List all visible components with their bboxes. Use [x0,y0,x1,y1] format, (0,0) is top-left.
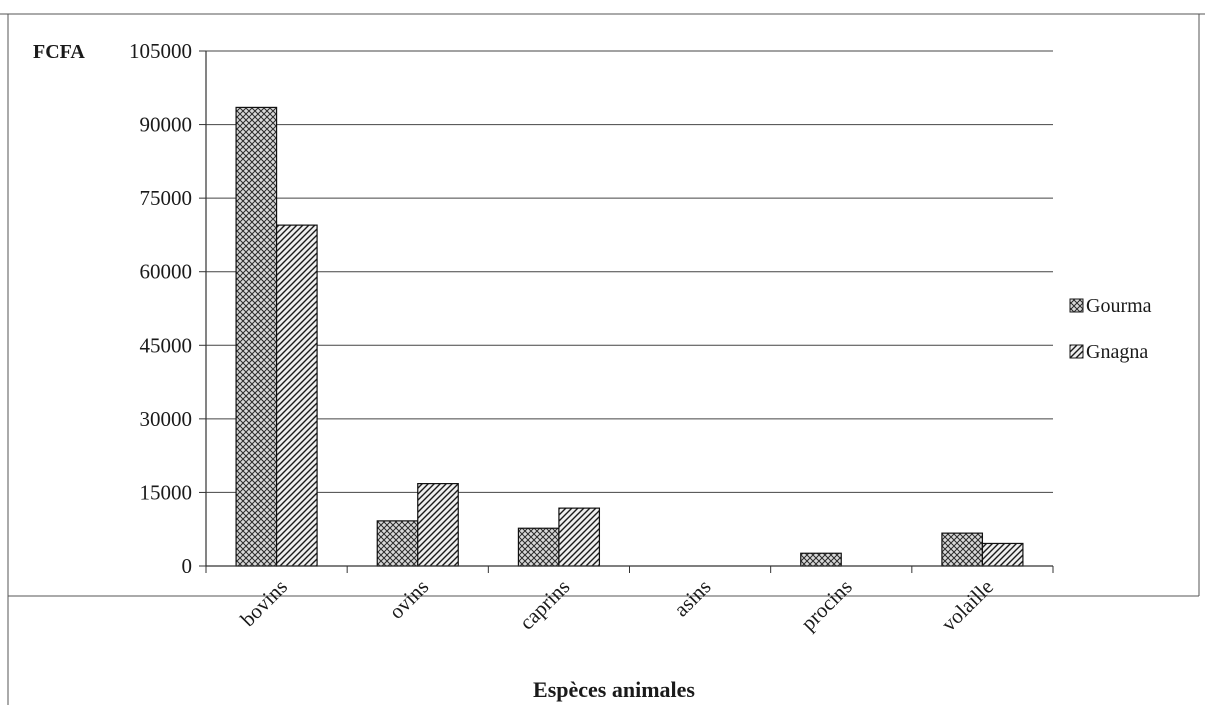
x-tick-label-ovins: ovins [384,575,433,624]
bar-gourma-bovins [235,106,278,567]
bar-gnagna-ovins [417,483,459,567]
y-tick-label: 45000 [140,333,193,357]
axes [199,50,1054,573]
y-tick-label: 0 [182,554,193,578]
y-tick-label: 60000 [140,260,193,284]
bar-gnagna-volaille [981,542,1024,567]
bar-gourma-ovins [376,520,419,567]
legend-swatch-gnagna [1069,344,1084,359]
x-tick-label-bovins: bovins [236,575,293,632]
x-tick-label-caprins: caprins [515,575,575,635]
y-tick-labels: 0 15000 30000 45000 60000 75000 90000 105000 [129,39,192,578]
bar-gnagna-caprins [558,507,601,567]
y-axis-label: FCFA [33,41,85,63]
legend-swatch-gourma [1069,298,1084,313]
y-tick-label: 105000 [129,39,192,63]
bar-gourma-caprins [517,527,560,567]
bars [235,106,1024,567]
y-tick-label: 75000 [140,186,193,210]
x-tick-labels: bovins ovins caprins asins procins volaille [236,575,998,637]
legend: Gourma Gnagna [1069,295,1152,363]
gridlines [206,50,1053,493]
x-tick-label-procins: procins [796,575,857,636]
bar-gourma-procins [800,552,842,567]
y-tick-label: 30000 [140,407,193,431]
y-tick-label: 15000 [140,480,193,504]
x-axis-label: Espèces animales [533,677,695,702]
legend-label-gourma: Gourma [1086,295,1152,317]
y-tick-label: 90000 [140,113,193,137]
x-tick-label-volaille: volaille [936,575,998,637]
x-tick-label-asins: asins [669,575,716,622]
bar-gourma-volaille [941,532,984,567]
bar-gnagna-bovins [275,224,318,567]
legend-label-gnagna: Gnagna [1086,341,1148,363]
